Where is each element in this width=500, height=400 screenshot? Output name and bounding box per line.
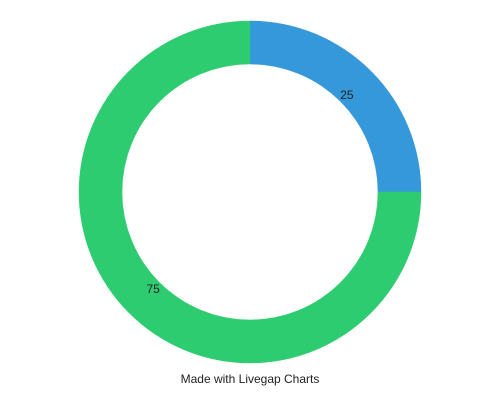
- donut-slices: [78, 20, 422, 364]
- donut-slice-75[interactable]: [78, 20, 422, 364]
- slice-labels: 25 75: [146, 88, 353, 296]
- slice-label-75: 75: [146, 282, 160, 296]
- slice-label-25: 25: [340, 88, 354, 102]
- chart-credit: Made with Livegap Charts: [180, 372, 320, 386]
- donut-slice-25[interactable]: [249, 20, 422, 193]
